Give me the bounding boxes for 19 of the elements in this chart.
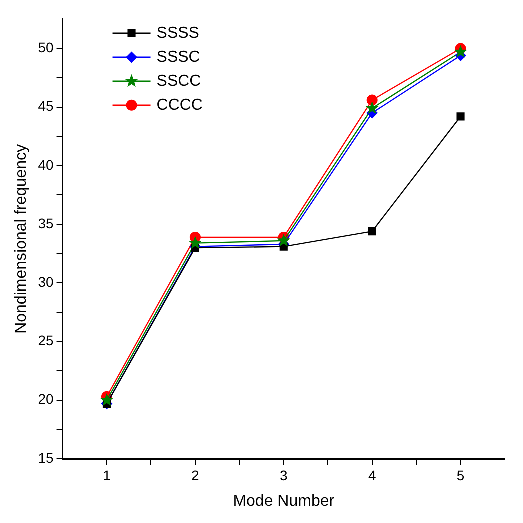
x-tick-label: 4	[368, 467, 376, 484]
legend-label: SSCC	[156, 72, 202, 90]
x-tick-label: 3	[280, 467, 288, 484]
x-axis-title: Mode Number	[233, 492, 336, 510]
y-tick-label: 15	[38, 450, 54, 466]
y-tick-label: 40	[38, 156, 54, 173]
y-tick-label: 20	[38, 391, 54, 408]
x-tick-label: 2	[192, 467, 200, 484]
y-tick-label: 45	[38, 98, 54, 114]
x-tick-label: 1	[103, 467, 112, 484]
legend-label: SSSC	[156, 48, 200, 66]
y-tick-label: 30	[38, 274, 54, 290]
legend-label: SSSS	[156, 24, 200, 42]
y-axis-title: Nondimensional frequency	[13, 144, 30, 334]
y-tick-label: 25	[38, 332, 54, 349]
y-tick-label: 35	[38, 215, 54, 232]
legend-label: CCCC	[156, 96, 203, 114]
x-tick-label: 5	[456, 467, 465, 484]
y-tick-label: 50	[38, 40, 54, 56]
